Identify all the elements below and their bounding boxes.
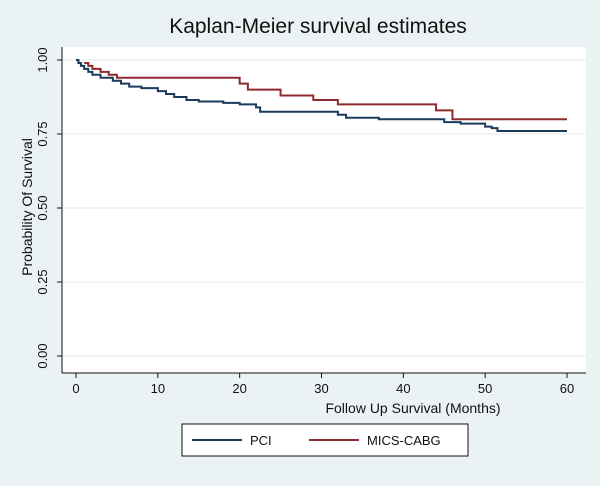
x-tick-label: 30 bbox=[314, 381, 328, 396]
x-tick-label: 40 bbox=[396, 381, 410, 396]
legend: PCI MICS-CABG bbox=[181, 423, 469, 457]
series-line-pci bbox=[76, 59, 567, 133]
y-tick-label: 1.00 bbox=[35, 47, 50, 72]
y-tick-label: 0.50 bbox=[35, 195, 50, 220]
series-line-mics-cabg bbox=[84, 61, 567, 121]
x-tick-label: 50 bbox=[478, 381, 492, 396]
grid-lines bbox=[62, 59, 586, 357]
y-axis-ticks: 0.00 0.25 0.50 0.75 1.00 bbox=[35, 47, 62, 369]
y-tick-label: 0.25 bbox=[35, 269, 50, 294]
y-tick-label: 0.00 bbox=[35, 343, 50, 368]
x-tick-label: 20 bbox=[232, 381, 246, 396]
legend-label-mics-cabg: MICS-CABG bbox=[367, 433, 441, 448]
series-lines bbox=[76, 59, 567, 133]
plot-area bbox=[62, 47, 586, 373]
x-tick-label: 10 bbox=[151, 381, 165, 396]
legend-label-pci: PCI bbox=[250, 433, 272, 448]
x-tick-label: 0 bbox=[72, 381, 79, 396]
x-tick-label: 60 bbox=[560, 381, 574, 396]
x-axis-label: Follow Up Survival (Months) bbox=[325, 400, 500, 416]
y-axis-label: Probability Of Survival bbox=[19, 138, 35, 276]
y-tick-label: 0.75 bbox=[35, 121, 50, 146]
chart-title: Kaplan-Meier survival estimates bbox=[169, 15, 467, 38]
x-axis-ticks: 0 10 20 30 40 50 60 bbox=[72, 373, 574, 396]
